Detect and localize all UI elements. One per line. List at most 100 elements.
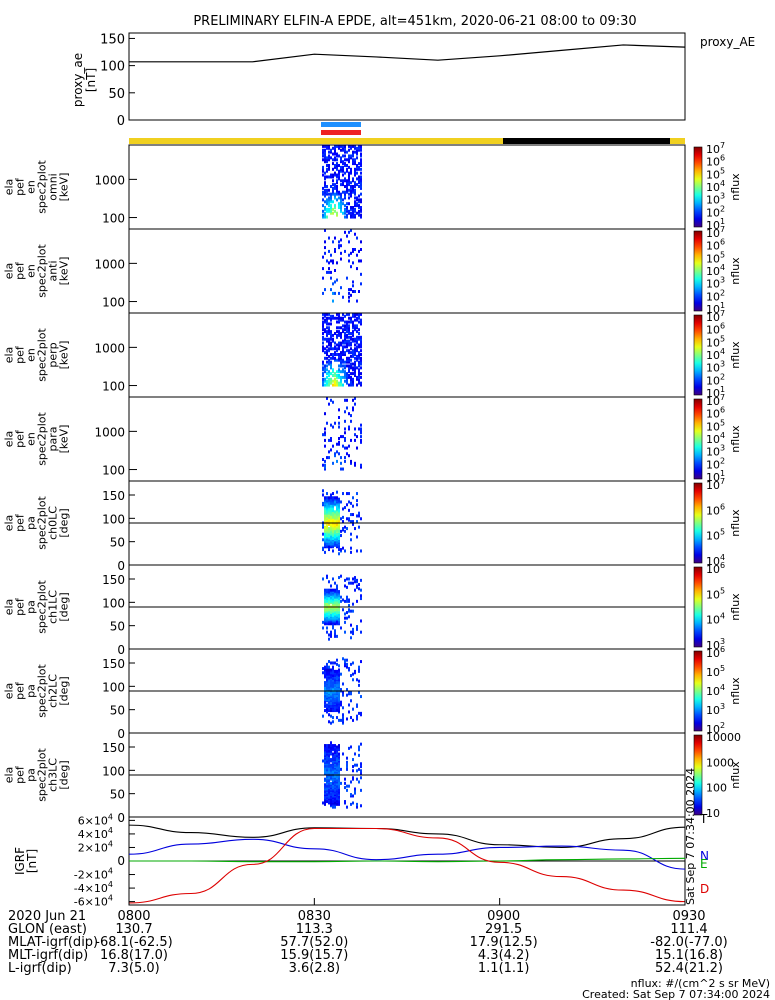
ela_pef_pa_spec2plot_ch1LC-pixel xyxy=(326,612,328,616)
ela_pef_en_spec2plot_perp-pixel xyxy=(358,335,360,339)
proxy-ae-ytick-label: 100 xyxy=(100,60,125,75)
ela_pef_pa_spec2plot_ch3LC-pixel xyxy=(360,765,362,769)
ela_pef_en_spec2plot_omni-pixel xyxy=(336,211,338,215)
ela_pef_en_spec2plot_omni-pixel xyxy=(348,188,350,192)
ela_pef_pa_spec2plot_ch0LC-pixel xyxy=(334,500,336,504)
ela_pef_pa_spec2plot_ch3LC-pixel xyxy=(352,776,354,780)
ela_pef_en_spec2plot_omni-pixel xyxy=(346,202,348,206)
ela_pef_en_spec2plot_anti-pixel xyxy=(352,280,354,284)
ela_pef_en_spec2plot_omni-pixel xyxy=(334,152,336,156)
ela_pef_pa_spec2plot_ch0LC-pixel xyxy=(338,552,340,556)
ela_pef_en_spec2plot_perp-pixel xyxy=(336,381,338,385)
ela_pef_en_spec2plot_omni-pixel xyxy=(332,207,334,211)
ela_pef_en_spec2plot_omni-ytick-label: 1000 xyxy=(94,173,125,187)
ela_pef_en_spec2plot_omni-pixel xyxy=(354,209,356,213)
ela_pef_en_spec2plot_perp-pixel xyxy=(340,379,342,383)
ela_pef_en_spec2plot_anti-pixel xyxy=(338,291,340,295)
ela_pef_en_spec2plot_perp-pixel xyxy=(340,318,342,322)
ela_pef_pa_spec2plot_ch3LC-pixel xyxy=(346,788,348,792)
ela_pef_pa_spec2plot_ch0LC-pixel xyxy=(344,529,346,533)
ela_pef_en_spec2plot_perp-pixel xyxy=(338,354,340,358)
ela_pef_en_spec2plot_anti-zlabel: nflux xyxy=(729,257,742,285)
ela_pef_en_spec2plot_omni-pixel xyxy=(360,185,362,188)
ela_pef_en_spec2plot_omni-pixel xyxy=(354,162,356,166)
ela_pef_en_spec2plot_omni-pixel xyxy=(350,156,352,160)
ela_pef_pa_spec2plot_ch2LC-ytick-label: 0 xyxy=(117,727,125,741)
ela_pef_pa_spec2plot_ch0LC-pixel xyxy=(322,489,324,493)
ela_pef_en_spec2plot_para-pixel xyxy=(322,458,324,461)
ela_pef_en_spec2plot_para-pixel xyxy=(350,419,352,423)
ela_pef_pa_spec2plot_ch0LC-pixel xyxy=(330,496,332,500)
igrf-ytick-label: 2×104 xyxy=(78,839,113,854)
ela_pef_en_spec2plot_perp-pixel xyxy=(352,366,354,370)
ela_pef_en_spec2plot_omni-pixel xyxy=(346,169,348,173)
ela_pef_en_spec2plot_perp-pixel xyxy=(342,312,344,316)
ela_pef_en_spec2plot_perp-pixel xyxy=(334,332,336,335)
ela_pef_en_spec2plot_omni-pixel xyxy=(350,206,352,209)
ela_pef_en_spec2plot_para-pixel xyxy=(356,435,358,439)
ela_pef_en_spec2plot_para-pixel xyxy=(328,456,330,460)
ela_pef_en_spec2plot_perp-pixel xyxy=(328,372,330,376)
ela_pef_en_spec2plot_omni-pixel xyxy=(332,146,334,150)
ela_pef_en_spec2plot_omni-pixel xyxy=(356,165,358,169)
ela_pef_en_spec2plot_perp-pixel xyxy=(346,335,348,339)
ela_pef_en_spec2plot_omni-pixel xyxy=(332,179,334,183)
ela_pef_pa_spec2plot_ch0LC-pixel xyxy=(324,532,326,536)
ela_pef_en_spec2plot_perp-pixel xyxy=(330,341,332,345)
ela_pef_en_spec2plot_perp-frame xyxy=(128,312,686,398)
ela_pef_pa_spec2plot_ch2LC-pixel xyxy=(356,703,358,707)
ela_pef_en_spec2plot_perp-pixel xyxy=(322,341,324,345)
ela_pef_en_spec2plot_omni-pixel xyxy=(352,160,354,164)
ela_pef_en_spec2plot_perp-pixel xyxy=(356,356,358,360)
ela_pef_en_spec2plot_omni-pixel xyxy=(344,204,346,208)
ela_pef_en_spec2plot_anti-pixel xyxy=(322,267,324,271)
ela_pef_en_spec2plot_omni-pixel xyxy=(352,186,354,190)
ela_pef_en_spec2plot_perp-pixel xyxy=(328,332,330,335)
ela_pef_pa_spec2plot_ch0LC-pixel xyxy=(338,539,340,543)
ela_pef_en_spec2plot_para-pixel xyxy=(354,438,356,442)
ela_pef_en_spec2plot_perp-pixel xyxy=(346,330,348,334)
ela_pef_pa_spec2plot_ch3LC-pixel xyxy=(324,777,326,781)
ela_pef_pa_spec2plot_ch3LC-pixel xyxy=(350,745,352,749)
ela_pef_en_spec2plot_anti-colorbar-tick: 107 xyxy=(706,225,725,240)
ela_pef_en_spec2plot_omni-pixel xyxy=(358,175,360,179)
ela_pef_en_spec2plot_omni-pixel xyxy=(332,200,334,204)
ela_pef_en_spec2plot_omni-pixel xyxy=(350,186,352,190)
ela_pef_pa_spec2plot_ch2LC-pixel xyxy=(346,658,348,662)
ela_pef_en_spec2plot_anti-pixel xyxy=(356,267,358,271)
ela_pef_en_spec2plot_perp-pixel xyxy=(354,364,356,368)
ela_pef_en_spec2plot_omni-pixel xyxy=(360,200,362,204)
ela_pef_pa_spec2plot_ch0LC-pixel xyxy=(322,538,324,542)
ela_pef_pa_spec2plot_ch3LC-ytick-label: 100 xyxy=(102,764,125,778)
ela_pef_en_spec2plot_perp-pixel xyxy=(322,366,324,370)
ela_pef_en_spec2plot_omni-pixel xyxy=(322,192,324,196)
ela_pef_pa_spec2plot_ch0LC-pixel xyxy=(350,550,352,554)
ela_pef_en_spec2plot_omni-pixel xyxy=(354,204,356,208)
ela_pef_en_spec2plot_omni-pixel xyxy=(350,194,352,198)
ela_pef_pa_spec2plot_ch2LC-pixel xyxy=(342,718,344,722)
ela_pef_pa_spec2plot_ch1LC-pixel xyxy=(346,616,348,620)
ela_pef_en_spec2plot_perp-pixel xyxy=(330,322,332,326)
ela_pef_pa_spec2plot_ch1LC-pixel xyxy=(336,620,338,624)
ela_pef_en_spec2plot_perp-pixel xyxy=(326,372,328,376)
ela_pef_en_spec2plot_perp-pixel xyxy=(346,377,348,381)
ela_pef_pa_spec2plot_ch2LC-pixel xyxy=(326,678,328,682)
ela_pef_en_spec2plot_omni-pixel xyxy=(326,144,328,148)
ela_pef_en_spec2plot_perp-pixel xyxy=(348,326,350,330)
ela_pef_en_spec2plot_perp-pixel xyxy=(350,337,352,341)
ela_pef_en_spec2plot_omni-pixel xyxy=(340,165,342,169)
ela_pef_en_spec2plot_anti-pixel xyxy=(332,259,334,263)
ela_pef_en_spec2plot_perp-pixel xyxy=(324,351,326,355)
ela_pef_en_spec2plot_para-pixel xyxy=(348,412,350,416)
ela_pef_pa_spec2plot_ch2LC-pixel xyxy=(342,690,344,694)
ela_pef_en_spec2plot_omni-pixel xyxy=(346,209,348,213)
ela_pef_pa_spec2plot_ch0LC-pixel xyxy=(338,497,340,501)
ela_pef_pa_spec2plot_ch0LC-pixel xyxy=(322,546,324,550)
ela_pef_en_spec2plot_omni-pixel xyxy=(360,175,362,179)
ela_pef_en_spec2plot_omni-pixel xyxy=(334,192,336,196)
ela_pef_pa_spec2plot_ch3LC-ytick-label: 150 xyxy=(102,741,125,755)
ela_pef_pa_spec2plot_ch0LC-pixel xyxy=(330,535,332,539)
ela_pef_en_spec2plot_omni-zlabel: nflux xyxy=(729,173,742,201)
ela_pef_en_spec2plot_perp-pixel xyxy=(342,347,344,351)
ela_pef_en_spec2plot_perp-pixel xyxy=(332,370,334,374)
